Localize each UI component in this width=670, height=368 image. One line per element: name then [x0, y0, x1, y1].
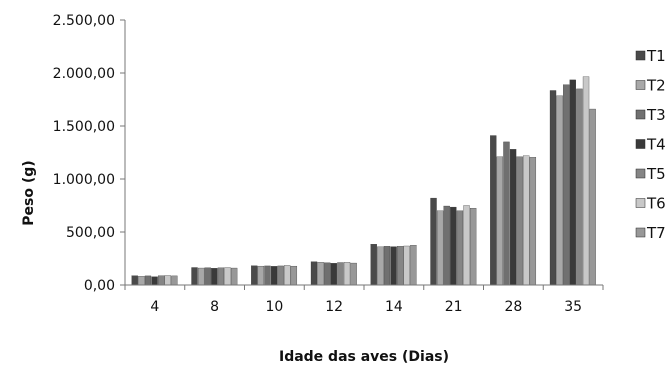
x-tick-label: 12: [325, 299, 343, 315]
bar-t5-day-8: [217, 267, 225, 286]
x-tick-label: 21: [445, 299, 463, 315]
x-tick-label: 10: [265, 299, 283, 315]
bar-t5-day-21: [456, 210, 464, 286]
x-tick-label: 14: [385, 299, 403, 315]
bar-t1-day-4: [131, 275, 138, 286]
bar-t4-day-4: [151, 276, 158, 286]
x-axis-title: Idade das aves (Dias): [279, 349, 449, 365]
bar-t2-day-10: [257, 265, 265, 286]
legend-label-t5: T5: [646, 165, 666, 183]
y-axis-ticks: 0,00 500,00 1.000,00 1.500,00 2.000,00 2.500,…: [53, 13, 125, 294]
legend-swatch-t6: [635, 198, 646, 208]
legend-swatch-t5: [635, 168, 646, 179]
bar-t7-day-28: [529, 157, 537, 286]
x-tick-label: 35: [564, 299, 582, 315]
bar-t6-day-21: [463, 205, 470, 286]
x-tick-label: 28: [504, 299, 522, 315]
bar-t2-day-21: [436, 210, 444, 286]
bar-t3-day-14: [383, 246, 391, 286]
bar-t7-day-21: [469, 207, 477, 286]
bar-t5-day-35: [576, 88, 583, 286]
bar-t7-day-10: [290, 265, 298, 286]
bar-t7-day-12: [350, 262, 357, 286]
bar-t2-day-35: [556, 95, 563, 286]
x-tick-label: 8: [210, 299, 219, 315]
legend-label-t2: T2: [646, 77, 666, 95]
bar-t4-day-14: [390, 246, 397, 286]
y-axis-title: Peso (g): [21, 160, 37, 225]
bar-t7-day-4: [171, 275, 178, 286]
bar-t1-day-21: [430, 197, 437, 286]
x-axis-ticks: 4 8 10 12 14 21 28 35: [124, 285, 604, 315]
y-tick-label: 0,00: [84, 278, 115, 294]
bar-t3-day-12: [324, 262, 331, 286]
legend: T1 T2 T3 T4 T5 T6 T7: [635, 47, 666, 242]
bar-t6-day-12: [343, 262, 351, 286]
bar-t6-day-28: [523, 155, 530, 286]
y-tick-label: 2.500,00: [53, 13, 115, 29]
bar-t4-day-8: [211, 268, 218, 286]
bar-t6-day-8: [224, 267, 231, 286]
bar-t3-day-8: [204, 267, 211, 286]
bar-t3-day-21: [443, 205, 450, 286]
y-tick-label: 2.000,00: [53, 66, 115, 82]
bar-t7-day-35: [589, 108, 596, 286]
bar-t3-day-35: [563, 84, 570, 286]
y-tick-label: 1.000,00: [53, 172, 115, 188]
legend-label-t4: T4: [646, 136, 666, 154]
bar-t1-day-12: [310, 261, 318, 286]
bars: [131, 76, 596, 286]
bar-t1-day-10: [251, 265, 258, 286]
legend-swatch-t7: [635, 227, 646, 238]
bar-t1-day-14: [370, 244, 377, 286]
bar-t3-day-10: [264, 265, 271, 286]
y-tick-label: 1.500,00: [53, 119, 115, 135]
bar-t5-day-10: [277, 265, 284, 286]
bar-t1-day-35: [549, 90, 557, 286]
bar-t3-day-28: [503, 141, 510, 286]
bar-t5-day-14: [397, 246, 404, 286]
bar-t5-day-12: [337, 262, 344, 286]
bar-t6-day-14: [403, 245, 410, 286]
bar-t2-day-14: [377, 246, 384, 286]
bar-t1-day-8: [191, 267, 198, 286]
bar-t4-day-10: [270, 266, 278, 286]
x-tick-label: 4: [150, 299, 159, 315]
bar-t5-day-4: [158, 275, 165, 286]
legend-swatch-t1: [635, 50, 646, 61]
bar-t3-day-4: [144, 275, 152, 286]
bar-t4-day-12: [330, 263, 337, 286]
bar-t4-day-35: [569, 79, 576, 286]
legend-swatch-t4: [635, 139, 646, 149]
legend-swatch-t3: [635, 109, 646, 120]
bar-t5-day-28: [516, 156, 523, 286]
bar-t2-day-28: [496, 156, 504, 286]
legend-label-t3: T3: [646, 106, 666, 124]
bar-t7-day-8: [230, 267, 238, 286]
legend-label-t1: T1: [646, 47, 666, 65]
legend-swatch-t2: [635, 80, 646, 90]
bar-t4-day-28: [509, 149, 517, 286]
bar-t2-day-12: [317, 262, 324, 286]
bar-t2-day-8: [197, 267, 205, 286]
bar-t6-day-35: [582, 76, 590, 286]
legend-label-t6: T6: [646, 195, 666, 213]
bar-t7-day-14: [410, 245, 417, 286]
y-tick-label: 500,00: [66, 225, 115, 241]
bar-t2-day-4: [138, 276, 145, 286]
bar-t6-day-10: [284, 265, 291, 286]
legend-label-t7: T7: [646, 224, 666, 242]
bar-t6-day-4: [164, 275, 171, 286]
bar-t1-day-28: [490, 135, 497, 286]
bar-t4-day-21: [450, 206, 457, 286]
